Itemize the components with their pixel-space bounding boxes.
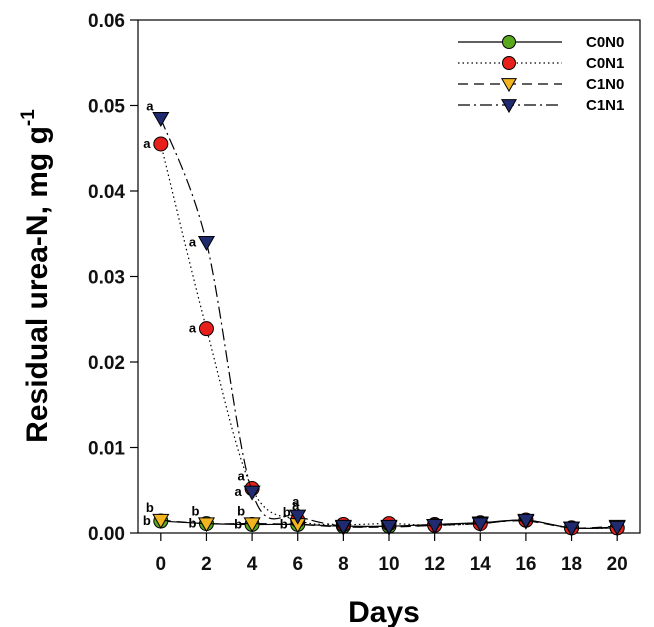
plot-area: 0 2 4 6 8 10 12 14 16 18 20 0.000.010.020.030.040.… [88, 11, 641, 575]
x-tick-label: 12 [424, 554, 445, 575]
data-point [152, 112, 170, 128]
data-point [198, 321, 214, 337]
x-tick-label: 14 [470, 554, 492, 575]
legend-label: C1N1 [586, 97, 624, 114]
x-tick-label: 0 [156, 554, 167, 575]
legend-item-c0n1: C0N1 [458, 55, 624, 72]
x-axis-title: Days [348, 596, 420, 627]
significance-letter: b [146, 500, 154, 515]
significance-letter: b [191, 504, 199, 519]
y-axis-title-superscript: -1 [18, 109, 39, 126]
legend-item-c1n1: C1N1 [458, 97, 624, 114]
y-tick-label: 0.01 [88, 439, 125, 460]
data-point [380, 519, 398, 535]
legend-marker [500, 99, 518, 114]
significance-letter: b [280, 516, 288, 531]
x-tick-label: 6 [292, 554, 303, 575]
y-axis: 0.00 0.01 0.02 0.03 0.04 0.05 0.06 [88, 11, 138, 545]
plot-frame [137, 19, 641, 534]
legend-label: C0N1 [586, 55, 624, 72]
x-tick-label: 16 [515, 554, 536, 575]
legend-marker [502, 35, 516, 49]
data-point [334, 519, 352, 535]
significance-letter: b [234, 516, 242, 531]
series-group [152, 112, 626, 537]
significance-letter: a [292, 498, 300, 513]
data-point [153, 136, 169, 152]
significance-letter: b [237, 504, 245, 519]
significance-letter: a [189, 234, 197, 249]
legend-marker [500, 78, 518, 93]
legend-label: C0N0 [586, 34, 624, 51]
data-point [197, 236, 216, 252]
significance-letter: b [188, 516, 196, 531]
y-tick-label: 0.00 [88, 524, 125, 545]
legend: C0N0 C0N1 C1N0 C1N1 [458, 34, 624, 114]
x-axis: 0 2 4 6 8 10 12 14 16 18 20 [156, 533, 628, 575]
data-point [562, 521, 581, 537]
significance-letter: a [143, 136, 151, 151]
y-tick-label: 0.02 [88, 353, 125, 374]
x-tick-label: 8 [338, 554, 349, 575]
x-tick-label: 20 [607, 554, 628, 575]
significance-letter: a [189, 321, 197, 336]
data-point [471, 517, 489, 533]
data-point [152, 513, 170, 529]
y-tick-label: 0.03 [88, 268, 125, 289]
data-point [289, 509, 307, 525]
legend-item-c0n0: C0N0 [458, 34, 624, 51]
y-tick-label: 0.04 [88, 182, 125, 203]
x-tick-label: 2 [201, 554, 212, 575]
y-axis-title-main: Residual urea-N, mg g [21, 126, 54, 443]
data-point [243, 485, 261, 501]
series-c1n1 [152, 112, 626, 537]
legend-marker [502, 56, 516, 70]
x-tick-label: 4 [247, 554, 258, 575]
x-tick-label: 10 [378, 554, 399, 575]
series-c0n1 [153, 136, 625, 536]
significance-letter: b [143, 513, 151, 528]
y-tick-label: 0.05 [88, 97, 125, 118]
y-tick-label: 0.06 [88, 11, 125, 32]
significance-letter: b [283, 504, 291, 519]
data-point [517, 513, 535, 529]
y-axis-title: Residual urea-N, mg g-1 [18, 109, 54, 443]
series-line [160, 118, 618, 529]
significance-letter: a [237, 469, 245, 484]
significance-letter: a [292, 494, 300, 509]
legend-item-c1n0: C1N0 [458, 76, 624, 93]
x-tick-label: 18 [561, 554, 582, 575]
significance-letter: a [234, 484, 242, 499]
data-point [426, 519, 444, 535]
data-point [608, 520, 626, 536]
legend-label: C1N0 [586, 76, 624, 93]
significance-letter: a [146, 98, 154, 113]
data-point [243, 517, 261, 533]
series-line [160, 143, 618, 530]
data-point [197, 517, 216, 533]
